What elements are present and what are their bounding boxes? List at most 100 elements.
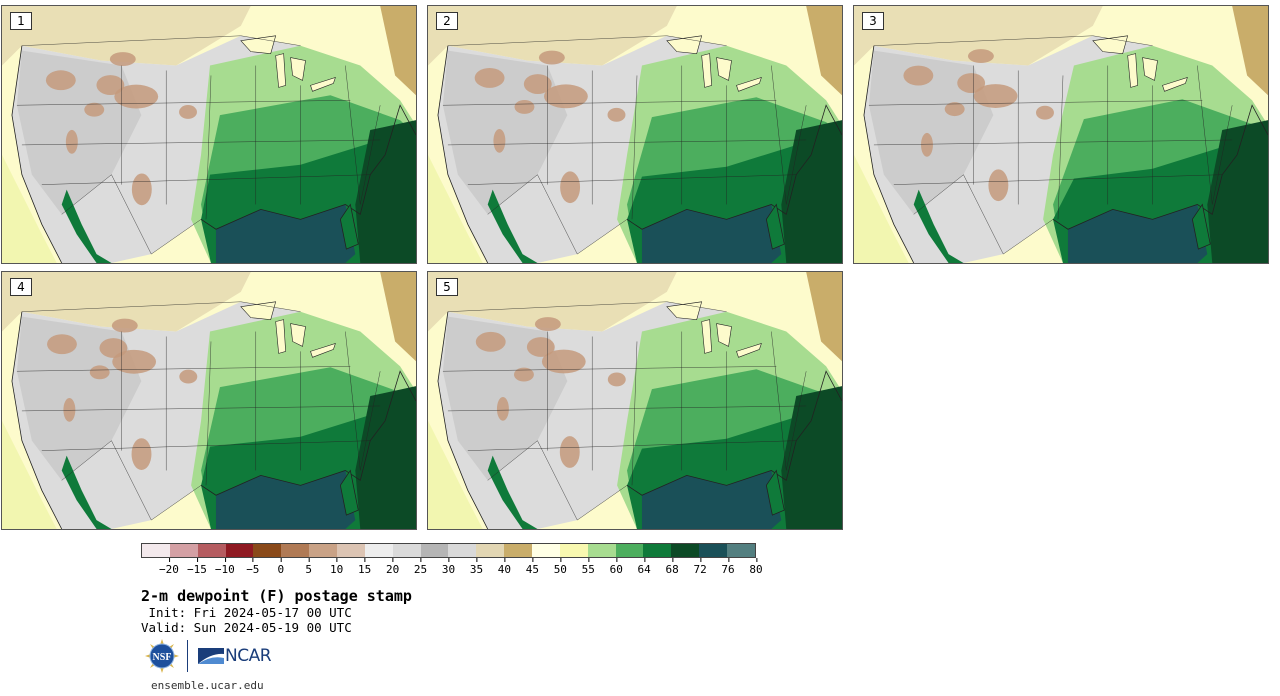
- western-mountains: [868, 50, 994, 215]
- ncar-logo: NCAR: [198, 646, 272, 666]
- florida: [765, 203, 785, 250]
- state-border: [487, 440, 578, 521]
- dry-region: [474, 67, 505, 88]
- northeast-canada-dry: [1232, 6, 1268, 96]
- init-time: Init: Fri 2024-05-17 00 UTC: [141, 605, 352, 620]
- state-border: [205, 341, 212, 486]
- state-border: [442, 366, 777, 372]
- state-border: [913, 174, 1004, 255]
- colorbar-tick-label: −10: [215, 558, 235, 576]
- valid-time: Valid: Sun 2024-05-19 00 UTC: [141, 620, 352, 635]
- lake-erie: [310, 342, 336, 358]
- atlantic-ocean: [1207, 120, 1268, 263]
- baja-moisture: [61, 189, 112, 263]
- lake-huron: [716, 57, 732, 81]
- dry-region: [544, 84, 588, 109]
- colorbar-swatch: [448, 544, 477, 557]
- state-border: [771, 65, 787, 205]
- panel-4-map: [2, 272, 416, 529]
- logo-divider: [187, 640, 188, 672]
- dry-region: [179, 105, 197, 119]
- state-border: [1003, 219, 1054, 255]
- state-border: [577, 219, 628, 255]
- dry-region: [131, 438, 152, 470]
- lake-erie: [310, 76, 336, 92]
- dry-region: [114, 84, 159, 109]
- colorbar-tick-label: 25: [414, 558, 427, 576]
- pacific-coastline: [437, 45, 489, 263]
- colorbar-tick-label: −15: [187, 558, 207, 576]
- state-border: [16, 100, 351, 106]
- state-border: [151, 219, 202, 255]
- dry-region: [65, 129, 78, 154]
- state-border: [442, 100, 777, 106]
- state-border: [873, 139, 1233, 146]
- northeast-canada-dry: [806, 6, 842, 96]
- lake-huron: [290, 57, 306, 81]
- panel-2: 2: [427, 5, 843, 264]
- state-border: [205, 75, 212, 220]
- state-border: [467, 174, 797, 185]
- dry-region: [967, 49, 994, 64]
- colorbar-swatch: [504, 544, 533, 557]
- pacific-coastline: [11, 45, 63, 263]
- colorbar-swatch: [169, 544, 198, 557]
- atlantic-ocean: [355, 386, 416, 529]
- dry-region: [538, 50, 565, 65]
- gulf-of-mexico: [215, 470, 356, 529]
- baja-moisture: [913, 189, 964, 263]
- dry-region: [111, 318, 138, 333]
- state-border: [151, 485, 202, 521]
- florida: [339, 469, 359, 516]
- colorbar-swatch: [197, 544, 226, 557]
- panel-1: 1: [1, 5, 417, 264]
- colorbar-tick-label: 68: [666, 558, 679, 576]
- colorbar-swatch: [532, 544, 560, 557]
- state-border: [893, 174, 1223, 185]
- colorbar-tick-label: 64: [638, 558, 651, 576]
- logos: NSF NCAR: [145, 638, 272, 674]
- lake-erie: [1162, 76, 1188, 92]
- panel-5-number: 5: [436, 278, 458, 296]
- panel-1-number: 1: [10, 12, 32, 30]
- state-border: [1197, 65, 1213, 205]
- dry-region: [607, 372, 626, 387]
- colorbar-tick-label: 45: [526, 558, 539, 576]
- northeast-canada-dry: [380, 272, 416, 362]
- panel-2-map: [428, 6, 842, 263]
- state-border: [868, 100, 1203, 106]
- east-gulf-coastline: [626, 104, 842, 230]
- state-border: [1212, 105, 1233, 205]
- dry-region: [921, 132, 933, 157]
- east-gulf-coastline: [1052, 104, 1268, 230]
- panel-3-number: 3: [862, 12, 884, 30]
- dry-region: [514, 99, 535, 114]
- gulf-of-mexico: [641, 470, 782, 529]
- state-border: [21, 139, 381, 146]
- lake-michigan: [275, 319, 286, 354]
- dry-region: [112, 349, 157, 374]
- canada-region: [428, 272, 677, 332]
- panel-4-number: 4: [10, 278, 32, 296]
- florida: [1191, 203, 1211, 250]
- colorbar-swatch: [643, 544, 672, 557]
- state-border: [360, 105, 381, 205]
- canada-region: [428, 6, 677, 66]
- lake-michigan: [1127, 53, 1138, 88]
- colorbar-swatch: [615, 544, 644, 557]
- lake-michigan: [701, 53, 712, 88]
- colorbar-ticks: −20 −15 −10 −5 0 5 10 15 20 25 30 35 40 45 50 55 60 64 68 7…: [141, 558, 763, 580]
- dry-region: [89, 365, 110, 380]
- colorbar-swatch: [281, 544, 310, 557]
- dry-region: [496, 396, 509, 421]
- chart-title: 2-m dewpoint (F) postage stamp: [141, 587, 412, 605]
- canada-region: [2, 6, 251, 66]
- panel-2-number: 2: [436, 12, 458, 30]
- dry-region: [493, 128, 506, 153]
- dry-region: [944, 102, 965, 117]
- pacific-coastal-moisture: [2, 420, 57, 529]
- colorbar-swatch: [420, 544, 449, 557]
- state-border: [345, 65, 361, 205]
- dry-region: [84, 102, 105, 117]
- pacific-coastline: [863, 45, 915, 263]
